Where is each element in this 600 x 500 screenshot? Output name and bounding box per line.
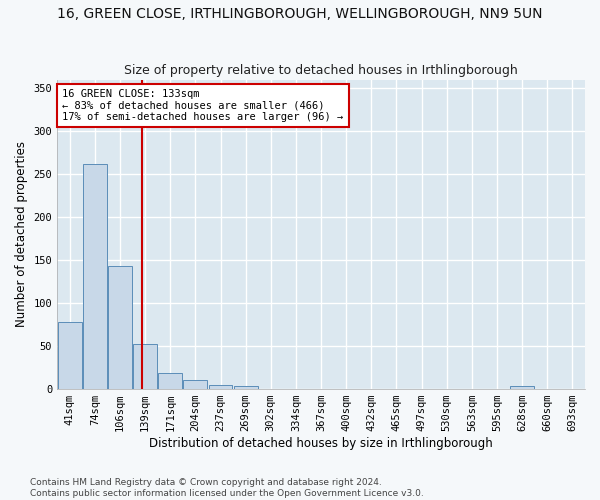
Bar — [184, 380, 208, 389]
Bar — [108, 266, 132, 389]
Text: Contains HM Land Registry data © Crown copyright and database right 2024.
Contai: Contains HM Land Registry data © Crown c… — [30, 478, 424, 498]
Bar — [58, 322, 82, 389]
Bar — [158, 372, 182, 389]
Bar — [209, 385, 232, 389]
Bar — [234, 386, 257, 389]
Y-axis label: Number of detached properties: Number of detached properties — [15, 142, 28, 328]
Text: 16 GREEN CLOSE: 133sqm
← 83% of detached houses are smaller (466)
17% of semi-de: 16 GREEN CLOSE: 133sqm ← 83% of detached… — [62, 89, 344, 122]
Text: 16, GREEN CLOSE, IRTHLINGBOROUGH, WELLINGBOROUGH, NN9 5UN: 16, GREEN CLOSE, IRTHLINGBOROUGH, WELLIN… — [57, 8, 543, 22]
Title: Size of property relative to detached houses in Irthlingborough: Size of property relative to detached ho… — [124, 64, 518, 77]
X-axis label: Distribution of detached houses by size in Irthlingborough: Distribution of detached houses by size … — [149, 437, 493, 450]
Bar — [510, 386, 534, 389]
Bar — [83, 164, 107, 389]
Bar — [133, 344, 157, 389]
